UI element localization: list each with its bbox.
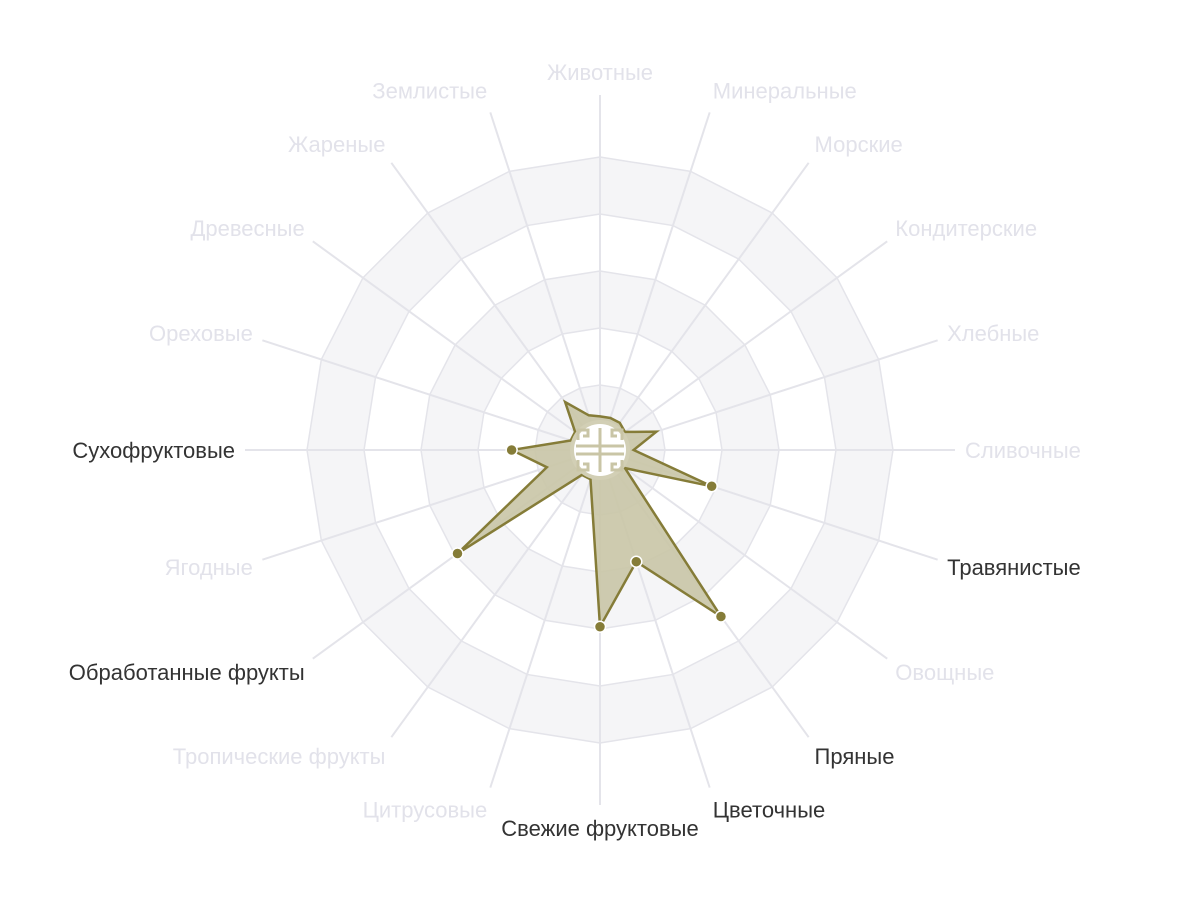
data-point[interactable] [705, 480, 718, 493]
data-point[interactable] [505, 443, 518, 457]
axis-line [489, 112, 601, 451]
axis-label: Древесные [190, 216, 304, 241]
axis-label: Ореховые [149, 321, 253, 346]
axis-label: Свежие фруктовые [501, 816, 698, 841]
axis-label: Жареные [288, 132, 385, 157]
axis-label: Кондитерские [895, 216, 1037, 241]
axis-line [262, 449, 601, 561]
axis-label: Землистые [372, 79, 487, 104]
axis-line [599, 240, 888, 451]
axis-line [489, 449, 601, 788]
axis-label: Тропические фрукты [173, 744, 386, 769]
axis-label: Цветочные [713, 797, 825, 822]
axis-label: Сухофруктовые [72, 438, 235, 463]
axis-line [599, 449, 888, 660]
axis-label: Травянистые [947, 555, 1081, 580]
data-point[interactable] [593, 620, 607, 633]
data-point[interactable] [451, 547, 464, 560]
axis-line [262, 339, 601, 451]
axis-label: Хлебные [947, 321, 1039, 346]
axis-label: Обработанные фрукты [69, 660, 305, 685]
data-point[interactable] [630, 555, 643, 568]
data-point[interactable] [714, 610, 728, 623]
axis-label: Животные [547, 60, 653, 85]
series [451, 399, 728, 633]
axis-label: Цитрусовые [363, 797, 488, 822]
axis-line [390, 449, 601, 738]
axis-label: Овощные [895, 660, 994, 685]
axis-labels: Животные Минеральные Морские Кондитерские Хл… [69, 60, 1081, 841]
axis-label: Сливочные [965, 438, 1081, 463]
shou-longevity-symbol-icon [570, 420, 630, 480]
axis-line [599, 162, 810, 451]
axis-line [312, 240, 601, 451]
axis-label: Морские [815, 132, 903, 157]
axis-label: Ягодные [165, 555, 253, 580]
axis-line [599, 112, 711, 451]
axis-label: Пряные [815, 744, 895, 769]
axis-label: Минеральные [713, 79, 857, 104]
